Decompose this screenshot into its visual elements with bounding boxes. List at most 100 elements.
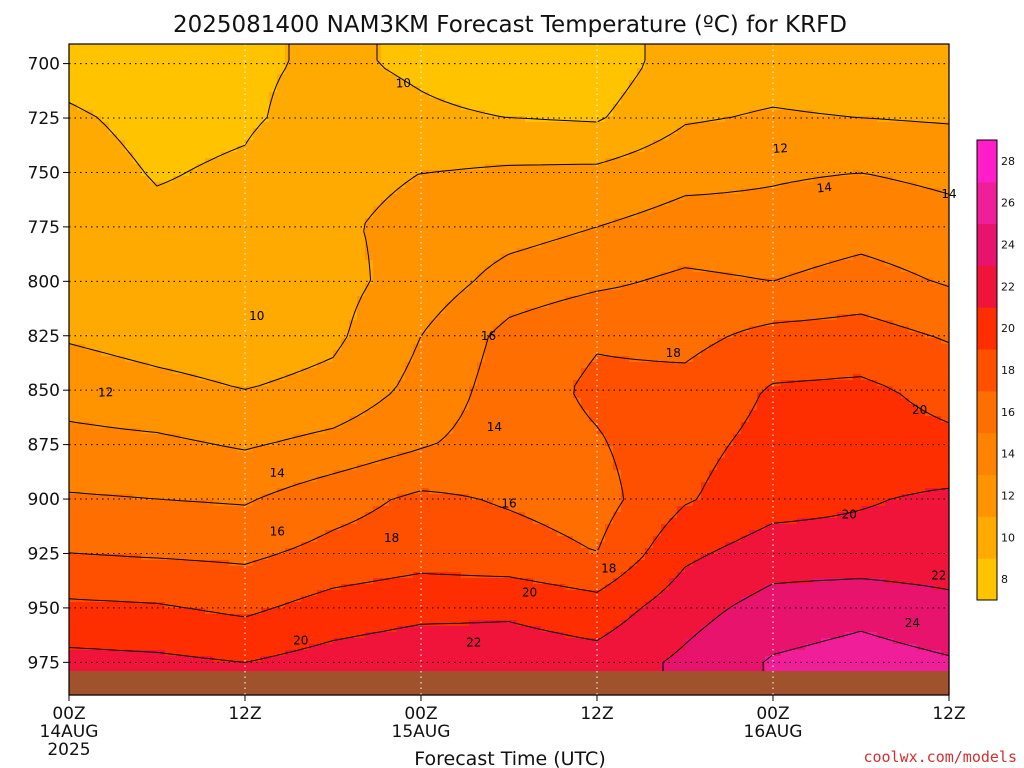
heatmap-cell (197, 512, 206, 519)
heatmap-cell (333, 260, 342, 267)
heatmap-cell (365, 92, 374, 99)
heatmap-cell (341, 338, 350, 345)
heatmap-cell (101, 386, 110, 393)
heatmap-cell (269, 554, 278, 561)
heatmap-cell (357, 560, 366, 567)
heatmap-cell (237, 380, 246, 387)
heatmap-cell (101, 308, 110, 315)
heatmap-cell (261, 422, 270, 429)
heatmap-cell (229, 140, 238, 147)
heatmap-cell (253, 338, 262, 345)
heatmap-cell (125, 194, 134, 201)
heatmap-cell (269, 86, 278, 93)
heatmap-cell (165, 614, 174, 621)
heatmap-cell (317, 272, 326, 279)
heatmap-cell (141, 392, 150, 399)
heatmap-cell (333, 188, 342, 195)
heatmap-cell (341, 326, 350, 333)
heatmap-cell (365, 98, 374, 105)
heatmap-cell (421, 566, 430, 573)
heatmap-cell (189, 440, 198, 447)
heatmap-cell (109, 488, 118, 495)
heatmap-cell (109, 44, 118, 51)
heatmap-cell (333, 296, 342, 303)
heatmap-cell (181, 422, 190, 429)
heatmap-cell (205, 170, 214, 177)
heatmap-cell (301, 110, 310, 117)
heatmap-cell (245, 572, 254, 579)
heatmap-cell (229, 614, 238, 621)
heatmap-cell (173, 44, 182, 51)
heatmap-cell (253, 212, 262, 219)
heatmap-cell (205, 380, 214, 387)
heatmap-cell (309, 494, 318, 501)
heatmap-cell (101, 608, 110, 615)
heatmap-cell (277, 362, 286, 369)
heatmap-cell (189, 80, 198, 87)
heatmap-cell (293, 548, 302, 555)
heatmap-cell (365, 236, 374, 243)
heatmap-cell (117, 428, 126, 435)
heatmap-cell (405, 428, 414, 435)
heatmap-cell (373, 650, 382, 657)
heatmap-cell (325, 470, 334, 477)
heatmap-cell (245, 338, 254, 345)
heatmap-cell (149, 488, 158, 495)
heatmap-cell (213, 44, 222, 51)
heatmap-cell (301, 530, 310, 537)
heatmap-cell (125, 314, 134, 321)
heatmap-cell (85, 422, 94, 429)
heatmap-cell (413, 362, 422, 369)
heatmap-cell (357, 536, 366, 543)
heatmap-cell (85, 374, 94, 381)
heatmap-cell (157, 602, 166, 609)
heatmap-cell (245, 308, 254, 315)
heatmap-cell (165, 338, 174, 345)
heatmap-cell (389, 152, 398, 159)
heatmap-cell (149, 398, 158, 405)
heatmap-cell (341, 260, 350, 267)
heatmap-cell (389, 56, 398, 63)
heatmap-cell (317, 374, 326, 381)
heatmap-cell (181, 464, 190, 471)
heatmap-cell (133, 308, 142, 315)
heatmap-cell (357, 362, 366, 369)
heatmap-cell (141, 608, 150, 615)
heatmap-cell (277, 536, 286, 543)
heatmap-cell (197, 248, 206, 255)
heatmap-cell (133, 572, 142, 579)
heatmap-cell (357, 656, 366, 663)
heatmap-cell (173, 134, 182, 141)
heatmap-cell (237, 344, 246, 351)
heatmap-cell (229, 386, 238, 393)
heatmap-cell (333, 542, 342, 549)
heatmap-cell (109, 404, 118, 411)
heatmap-cell (165, 578, 174, 585)
heatmap-cell (181, 44, 190, 51)
heatmap-cell (157, 242, 166, 249)
heatmap-cell (173, 212, 182, 219)
heatmap-cell (253, 284, 262, 291)
heatmap-cell (277, 104, 286, 111)
heatmap-cell (229, 494, 238, 501)
heatmap-cell (125, 386, 134, 393)
heatmap-cell (373, 626, 382, 633)
heatmap-cell (277, 128, 286, 135)
heatmap-cell (357, 320, 366, 327)
heatmap-cell (293, 410, 302, 417)
heatmap-cell (245, 554, 254, 561)
heatmap-cell (253, 356, 262, 363)
heatmap-cell (325, 134, 334, 141)
heatmap-cell (237, 212, 246, 219)
heatmap-cell (389, 662, 398, 669)
heatmap-cell (381, 146, 390, 153)
heatmap-cell (269, 512, 278, 519)
heatmap-cell (213, 116, 222, 123)
heatmap-cell (93, 44, 102, 51)
heatmap-cell (245, 548, 254, 555)
heatmap-cell (277, 656, 286, 663)
heatmap-cell (173, 548, 182, 555)
heatmap-cell (189, 596, 198, 603)
heatmap-cell (333, 308, 342, 315)
heatmap-cell (357, 284, 366, 291)
